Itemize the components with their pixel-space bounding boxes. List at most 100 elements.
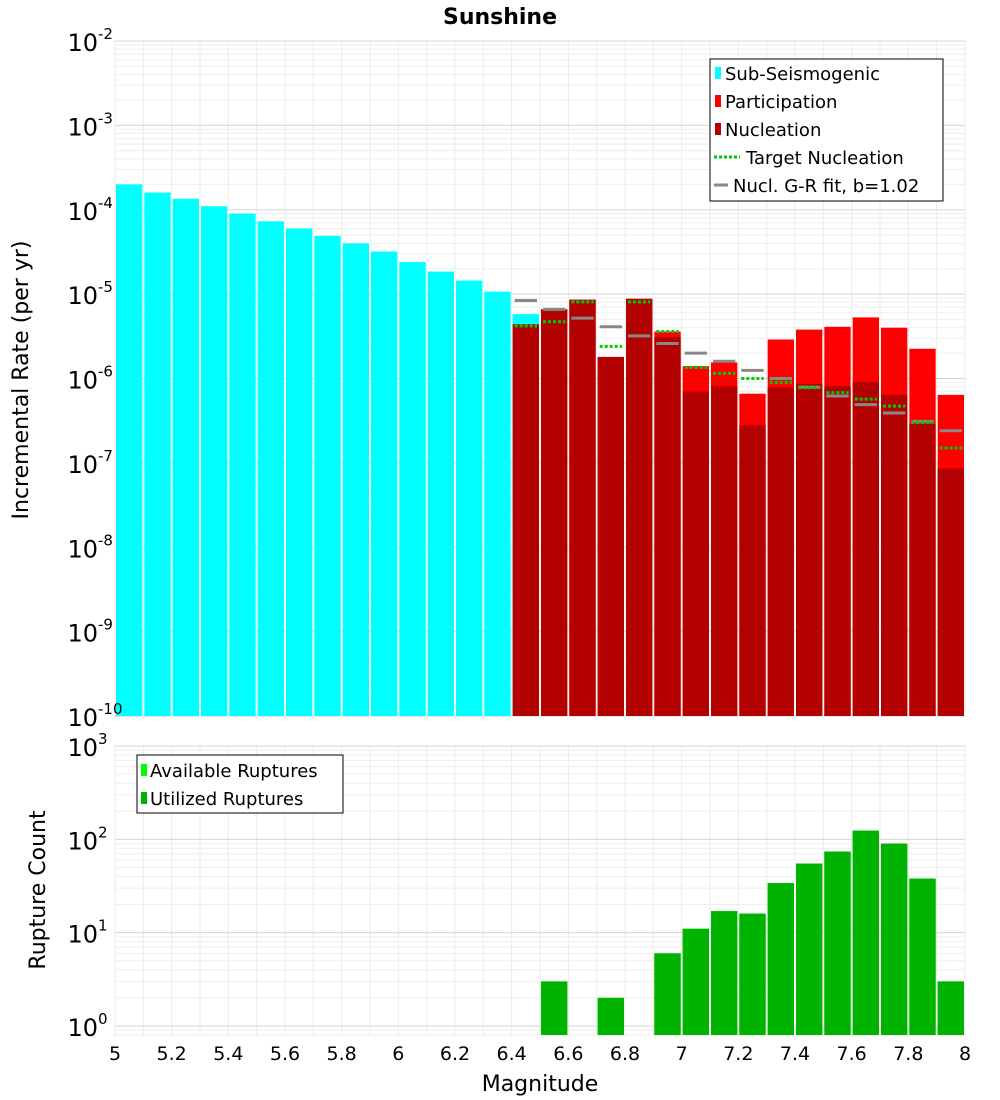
nucleation-bar <box>909 423 936 716</box>
legend-label-sub-seismogenic: Sub-Seismogenic <box>725 64 880 85</box>
y-tick-label: 10 <box>67 704 98 732</box>
count-legend-box <box>136 754 344 814</box>
count-x-ticks: 5 5.2 5.4 5.6 5.8 6 6.2 6.4 6.6 6.8 7 7.2 7.4 7.6 7.8 8 <box>109 1043 971 1065</box>
legend-label-gr-fit: Nucl. G-R fit, b=1.02 <box>733 176 919 197</box>
nucleation-bar <box>937 468 964 716</box>
rate-bars <box>116 184 964 717</box>
y-tick-label: 10 <box>67 734 98 762</box>
y-tick-label: 10 <box>67 620 98 648</box>
y-tick-exponent: 1 <box>98 917 108 935</box>
nucleation-bar <box>824 386 851 716</box>
count-y-axis-label: Rupture Count <box>26 810 51 970</box>
x-tick-label: 6 <box>392 1043 404 1065</box>
rate-legend: Sub-Seismogenic Participation Nucleation… <box>709 58 944 202</box>
sub-seismogenic-bar <box>144 192 171 717</box>
utilized-ruptures-bar <box>796 863 823 1035</box>
nucleation-bar <box>796 384 823 716</box>
x-tick-label: 7.4 <box>780 1043 810 1065</box>
y-tick-exponent: 0 <box>98 1010 108 1028</box>
utilized-ruptures-bar <box>937 981 964 1035</box>
count-grid <box>114 745 966 1036</box>
y-tick-exponent: -6 <box>98 363 113 381</box>
nucleation-bar <box>852 381 879 716</box>
y-tick-exponent: -4 <box>98 194 113 212</box>
rate-legend-box <box>709 58 944 202</box>
x-tick-label: 7.8 <box>893 1043 923 1065</box>
y-tick-label: 10 <box>67 113 98 141</box>
nucleation-bar <box>739 425 766 716</box>
rate-fit-lines <box>514 299 962 450</box>
nucleation-bar <box>767 387 794 716</box>
chart-title: Sunshine <box>443 5 557 30</box>
sub-seismogenic-bar <box>371 251 398 716</box>
y-tick-label: 10 <box>67 921 98 949</box>
nucleation-bar <box>682 391 709 716</box>
legend-label-target-nucleation: Target Nucleation <box>745 148 904 169</box>
y-tick-exponent: -10 <box>98 700 123 718</box>
y-tick-label: 10 <box>67 451 98 479</box>
y-tick-label: 10 <box>67 535 98 563</box>
y-tick-exponent: -2 <box>98 25 113 43</box>
y-tick-exponent: -8 <box>98 531 113 549</box>
legend-swatch-available-ruptures <box>141 764 147 776</box>
y-tick-exponent: -3 <box>98 109 113 127</box>
x-tick-label: 6.4 <box>497 1043 527 1065</box>
sub-seismogenic-bar <box>399 262 426 716</box>
sub-seismogenic-bar <box>257 221 284 716</box>
count-legend: Available Ruptures Utilized Ruptures <box>136 754 344 814</box>
utilized-ruptures-bar <box>852 830 879 1035</box>
x-tick-label: 5 <box>109 1043 121 1065</box>
utilized-ruptures-bar <box>541 981 568 1035</box>
y-tick-exponent: 3 <box>98 730 108 748</box>
nucleation-bar <box>597 356 624 716</box>
sub-seismogenic-bar <box>229 213 256 717</box>
y-tick-exponent: -9 <box>98 616 113 634</box>
nucleation-bar <box>711 386 738 716</box>
y-tick-label: 10 <box>67 198 98 226</box>
legend-swatch-utilized-ruptures <box>141 792 147 804</box>
x-axis-label: Magnitude <box>482 1072 599 1097</box>
legend-swatch-nucleation <box>715 123 721 135</box>
utilized-ruptures-bar <box>824 851 851 1035</box>
y-tick-label: 10 <box>67 1014 98 1042</box>
nucleation-bar <box>512 324 539 716</box>
x-tick-label: 7.2 <box>723 1043 753 1065</box>
nucleation-bar <box>541 309 568 716</box>
sub-seismogenic-bar <box>484 291 511 716</box>
utilized-ruptures-bar <box>739 913 766 1035</box>
rate-y-axis-label: Incremental Rate (per yr) <box>9 241 34 520</box>
utilized-ruptures-bar <box>654 953 681 1035</box>
sub-seismogenic-bar <box>201 206 228 716</box>
sub-seismogenic-bar <box>116 184 143 717</box>
utilized-ruptures-bar <box>881 843 908 1035</box>
legend-label-nucleation: Nucleation <box>725 120 821 141</box>
x-tick-label: 5.6 <box>270 1043 300 1065</box>
nucleation-bar <box>569 299 596 716</box>
x-tick-label: 5.4 <box>213 1043 243 1065</box>
sub-seismogenic-bar <box>342 243 369 717</box>
utilized-ruptures-bar <box>909 878 936 1035</box>
x-tick-label: 6.6 <box>553 1043 583 1065</box>
utilized-ruptures-bar <box>682 928 709 1035</box>
legend-label-available-ruptures: Available Ruptures <box>150 761 318 782</box>
x-tick-label: 7 <box>676 1043 688 1065</box>
legend-label-participation: Participation <box>725 92 837 113</box>
count-bars <box>541 830 964 1035</box>
y-tick-label: 10 <box>67 367 98 395</box>
x-tick-label: 5.2 <box>157 1043 187 1065</box>
x-tick-label: 7.6 <box>837 1043 867 1065</box>
legend-swatch-participation <box>715 95 721 107</box>
sub-seismogenic-bar <box>456 280 483 716</box>
x-tick-label: 6.2 <box>440 1043 470 1065</box>
utilized-ruptures-bar <box>597 997 624 1035</box>
nucleation-bar <box>881 394 908 716</box>
sub-seismogenic-bar <box>314 235 341 716</box>
legend-label-utilized-ruptures: Utilized Ruptures <box>150 789 303 810</box>
x-tick-label: 5.8 <box>327 1043 357 1065</box>
y-tick-exponent: 2 <box>98 823 108 841</box>
